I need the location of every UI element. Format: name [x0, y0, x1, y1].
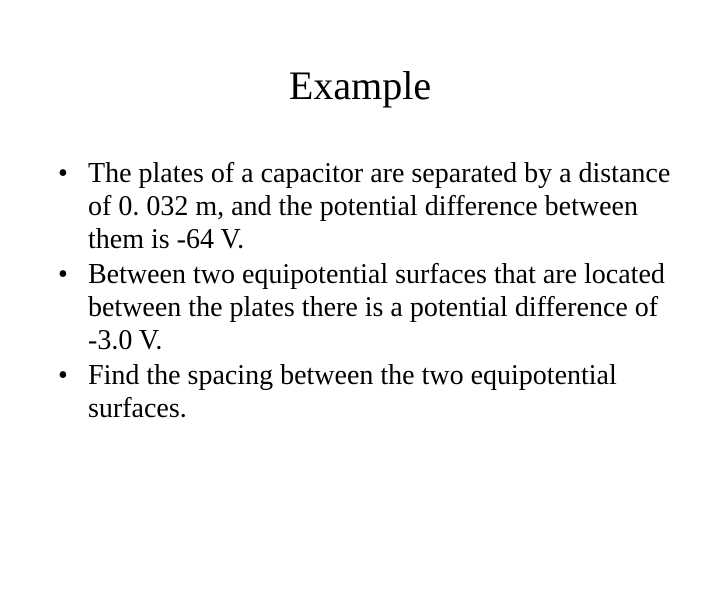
slide: Example The plates of a capacitor are se… [0, 62, 720, 602]
list-item: Between two equipotential surfaces that … [58, 258, 672, 357]
list-item: The plates of a capacitor are separated … [58, 157, 672, 256]
list-item: Find the spacing between the two equipot… [58, 359, 672, 425]
bullet-list: The plates of a capacitor are separated … [58, 157, 672, 425]
slide-title: Example [0, 62, 720, 109]
